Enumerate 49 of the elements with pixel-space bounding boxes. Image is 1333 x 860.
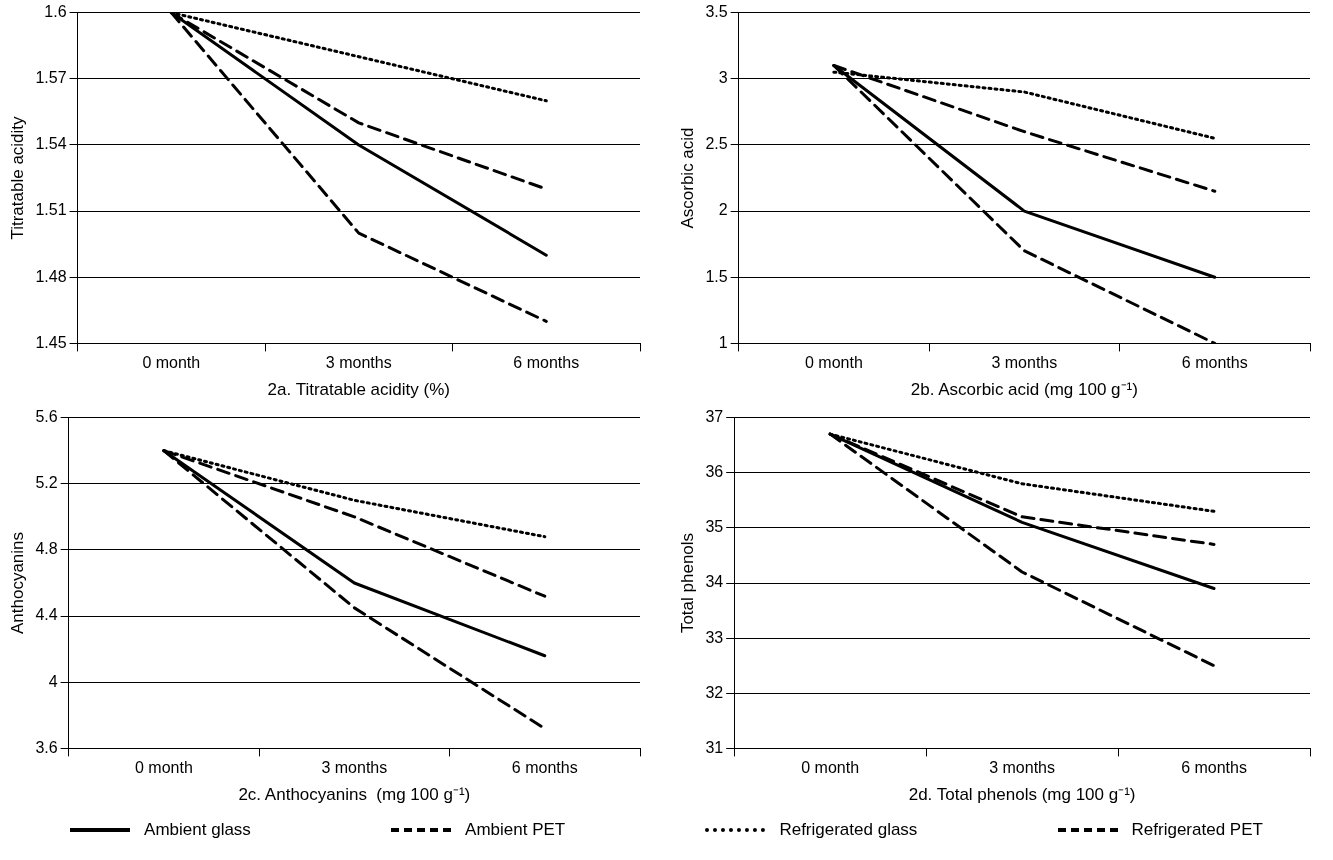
y-tick-label: 1.48 [35,267,67,285]
y-tick-label: 1.54 [35,135,67,153]
x-axis-title: 2d. Total phenols (mg 100 g⁻¹) [908,785,1136,805]
x-tick-label: 3 months [321,759,388,777]
x-tick-label: 0 month [142,354,201,372]
y-tick-label: 2.5 [705,135,728,153]
legend-label: Ambient glass [144,820,251,840]
legend-label: Refrigerated PET [1131,820,1263,840]
y-axis-title: Ascorbic acid [677,127,697,229]
y-tick-label: 1.6 [44,3,67,21]
y-tick-label: 33 [705,628,724,646]
y-tick-label: 5.6 [35,408,58,426]
x-tick-label: 3 months [989,759,1055,777]
y-tick-label: 2 [718,201,728,219]
x-tick-label: 6 months [1181,759,1247,777]
y-tick-label: 1 [718,333,728,351]
x-tick-label: 3 months [325,354,392,372]
x-tick-label: 6 months [511,759,578,777]
x-axis-title: 2b. Ascorbic acid (mg 100 g⁻¹) [910,380,1138,400]
y-tick-label: 36 [705,463,724,481]
y-tick-label: 4 [48,672,58,690]
y-tick-label: 4.8 [35,540,58,558]
y-tick-label: 3 [718,69,728,87]
x-tick-label: 0 month [801,759,860,777]
y-tick-label: 34 [705,573,724,591]
x-axis-title: 2c. Anthocyanins (mg 100 g⁻¹) [238,785,471,805]
x-tick-label: 6 months [1181,354,1248,372]
legend-label: Refrigerated glass [779,820,918,840]
y-axis-title: Titratable acidity [7,115,27,240]
legend-label: Ambient PET [465,820,566,840]
y-tick-label: 3.5 [705,3,728,21]
y-tick-label: 37 [705,408,724,426]
y-tick-label: 1.5 [705,267,728,285]
y-tick-label: 32 [705,683,724,701]
y-tick-label: 5.2 [35,474,58,492]
y-tick-label: 3.6 [35,738,58,756]
y-axis-title: Total phenols [677,532,697,634]
y-tick-label: 1.45 [35,333,67,351]
x-tick-label: 6 months [513,354,580,372]
x-tick-label: 0 month [134,759,193,777]
y-tick-label: 1.57 [35,69,67,87]
y-tick-label: 4.4 [35,606,58,624]
y-tick-label: 1.51 [35,201,67,219]
x-axis-title: 2a. Titratable acidity (%) [267,380,450,400]
y-tick-label: 35 [705,518,724,536]
x-tick-label: 3 months [991,354,1058,372]
y-tick-label: 31 [705,738,724,756]
y-axis-title: Anthocyanins [7,531,27,635]
x-tick-label: 0 month [804,354,863,372]
